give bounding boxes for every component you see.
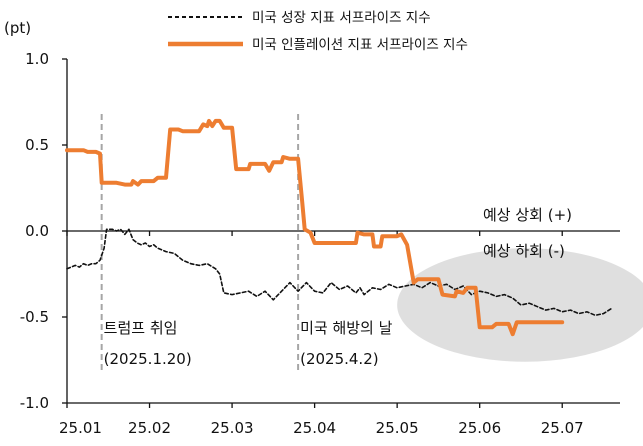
x-tick-label: 25.07	[541, 419, 584, 437]
event-sublabel: (2025.1.20)	[104, 350, 192, 368]
x-tick-label: 25.05	[376, 419, 419, 437]
event-sublabel: (2025.4.2)	[300, 350, 379, 368]
region-label-upper: 예상 상회 (+)	[483, 206, 572, 224]
event-label: 트럼프 취임	[104, 319, 178, 337]
series-line-inflation	[65, 118, 565, 337]
axes: 1.0 0.5 0.0 -0.5 -1.0 25.01 25.02 25.03 25.04 25.…	[20, 50, 620, 437]
x-tick-label: 25.04	[293, 419, 336, 437]
region-label-lower: 예상 하회 (-)	[483, 242, 565, 260]
y-tick-label: -1.0	[20, 394, 49, 412]
legend-label-growth: 미국 성장 지표 서프라이즈 지수	[252, 10, 431, 26]
y-tick-label: 0.0	[25, 222, 49, 240]
x-tick-label: 25.03	[211, 419, 254, 437]
event-label: 미국 해방의 날	[300, 319, 393, 337]
x-tick-label: 25.02	[128, 419, 171, 437]
x-tick-label: 25.06	[458, 419, 501, 437]
series-layer	[65, 118, 613, 337]
legend: 미국 성장 지표 서프라이즈 지수 미국 인플레이션 지표 서프라이즈 지수	[168, 10, 468, 53]
series-line-growth	[66, 228, 613, 317]
y-axis-label: (pt)	[4, 19, 31, 37]
legend-label-inflation: 미국 인플레이션 지표 서프라이즈 지수	[252, 37, 468, 53]
y-tick-label: 0.5	[25, 136, 49, 154]
y-tick-label: -0.5	[20, 308, 49, 326]
y-tick-label: 1.0	[25, 50, 49, 68]
x-tick-label: 25.01	[59, 419, 102, 437]
event-lines: 트럼프 취임 (2025.1.20) 미국 해방의 날 (2025.4.2)	[100, 114, 393, 370]
